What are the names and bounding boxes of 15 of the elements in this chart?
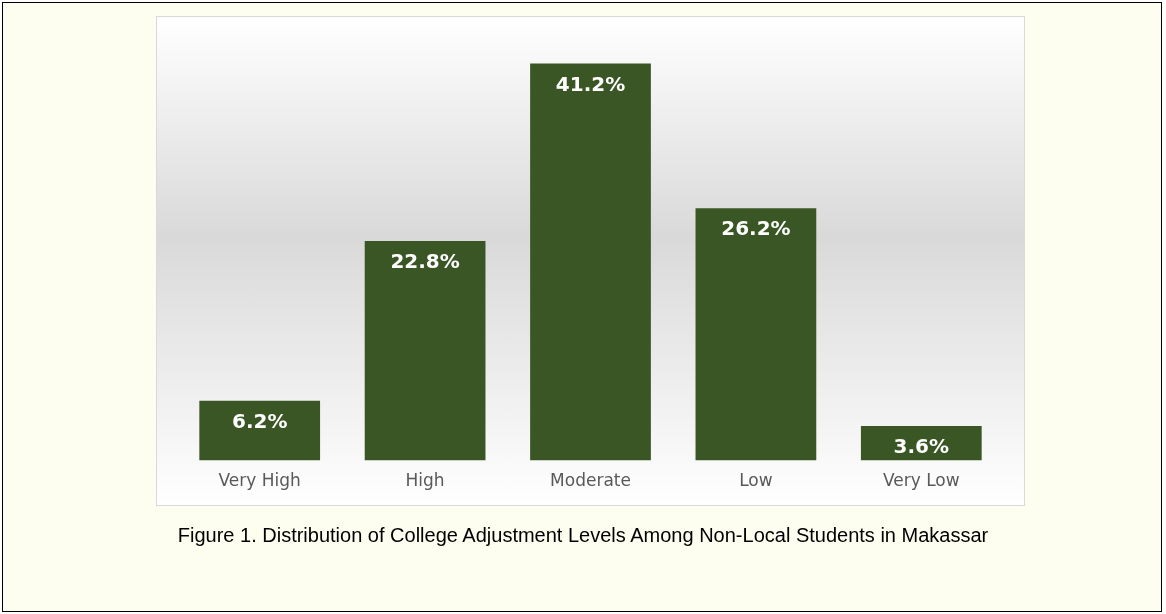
data-label: 41.2% (555, 71, 626, 96)
caption: Figure 1. Distribution of College Adjustment Levels Among Non-Local Students in Makassar (176, 523, 990, 547)
bar (695, 208, 817, 461)
x-tick-label: Very High (218, 470, 301, 491)
data-label: 6.2% (231, 409, 288, 434)
bar (364, 240, 486, 461)
data-label: 26.2% (721, 216, 791, 241)
x-tick-label: Moderate (550, 470, 631, 491)
x-tick-label: Low (739, 470, 773, 491)
data-label: 22.8% (390, 249, 460, 274)
data-label: 3.6% (893, 434, 950, 459)
bar (530, 63, 651, 461)
bar (199, 400, 321, 461)
x-tick-label: High (405, 470, 445, 491)
x-tick-label: Very Low (882, 470, 960, 491)
